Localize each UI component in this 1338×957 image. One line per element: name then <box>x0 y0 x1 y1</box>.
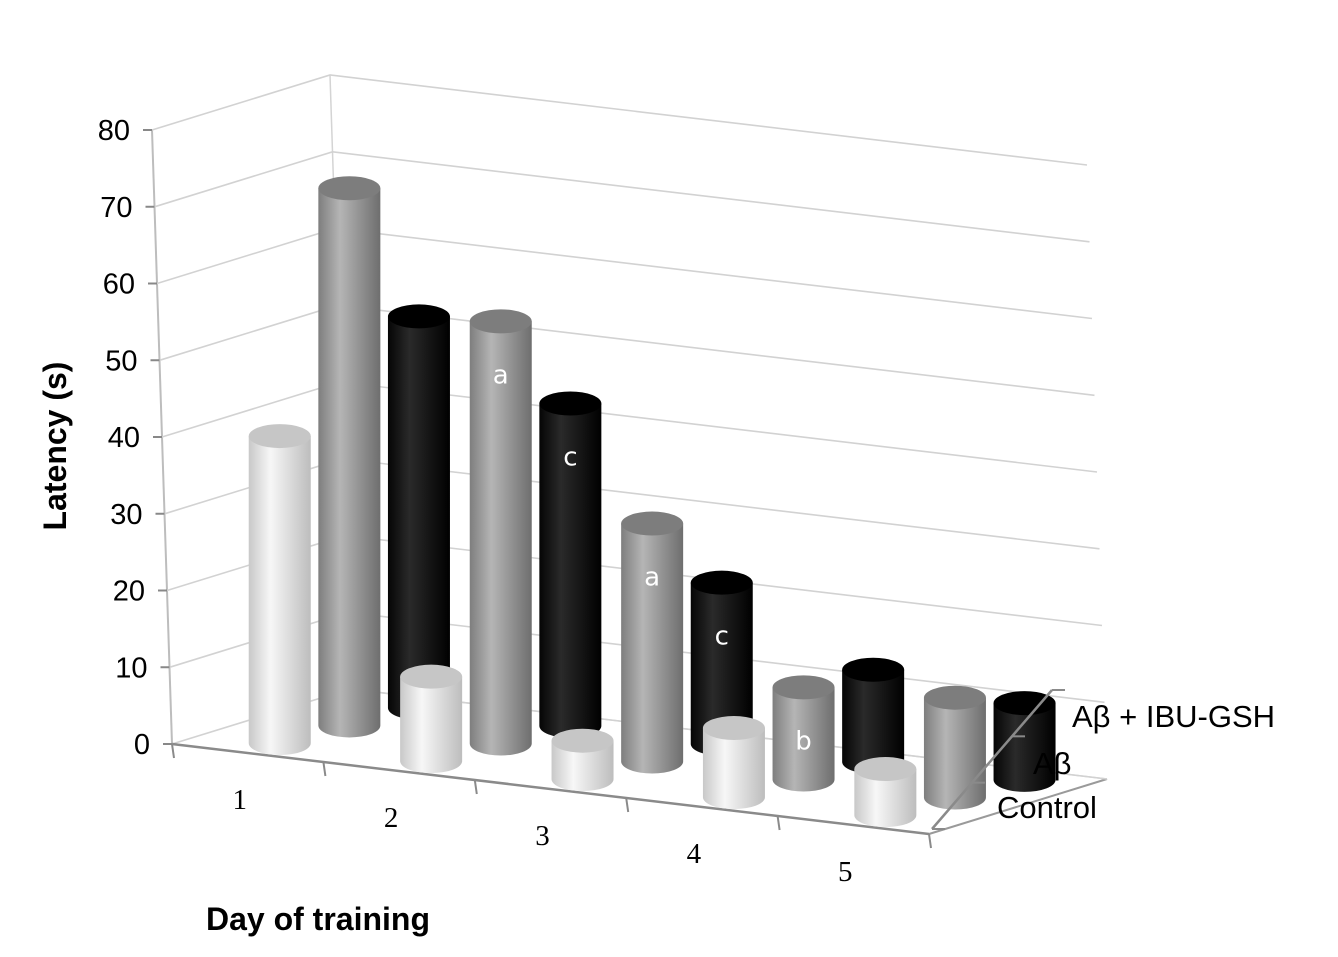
x-tick-mark <box>776 815 781 831</box>
bar-body <box>539 403 602 738</box>
bar-body <box>993 703 1056 792</box>
bar-body <box>842 669 905 774</box>
x-tick-mark <box>928 833 932 849</box>
bar <box>923 685 986 810</box>
bar-top <box>702 716 765 741</box>
x-tick-mark <box>625 797 630 813</box>
bar <box>854 757 917 828</box>
series-label: Aβ + IBU-GSH <box>1072 699 1275 734</box>
bar <box>993 691 1056 792</box>
bar-top <box>551 728 614 753</box>
y-tick-label: 40 <box>108 422 140 454</box>
bar-body <box>621 523 684 774</box>
x-tick-label: 3 <box>535 820 550 852</box>
y-tick-label: 60 <box>103 269 135 301</box>
y-tick-label: 70 <box>100 192 132 224</box>
bar: c <box>539 391 602 738</box>
bar-body <box>469 321 532 756</box>
y-axis-title: Latency (s) <box>37 362 73 531</box>
gridline <box>154 150 1090 243</box>
bar <box>842 657 905 774</box>
bar <box>318 176 381 738</box>
bar-body <box>400 676 463 774</box>
floor-right-edge <box>928 778 1108 835</box>
bar-body <box>551 740 614 792</box>
y-tick-label: 0 <box>134 729 150 761</box>
bar: a <box>469 309 532 756</box>
bar <box>400 664 463 774</box>
y-tick-label: 30 <box>110 499 142 531</box>
bar-annotation: a <box>644 563 660 593</box>
bar: a <box>621 511 684 774</box>
bar <box>551 728 614 792</box>
series-axis-line <box>931 689 1053 830</box>
bar-top <box>842 657 905 682</box>
bar-body <box>772 687 835 792</box>
x-axis-line <box>171 742 930 836</box>
x-tick-label: 4 <box>687 838 702 870</box>
series-label: Aβ <box>1033 746 1072 781</box>
x-axis: 1 2 3 4 5 <box>171 742 932 888</box>
series-label: Control <box>997 790 1097 825</box>
bar-top <box>400 664 463 689</box>
x-axis-title: Day of training <box>206 901 430 937</box>
x-tick-label: 1 <box>232 784 247 816</box>
bar-annotation: c <box>563 443 577 473</box>
y-tick-label: 20 <box>113 576 145 608</box>
gridline <box>156 227 1093 320</box>
bar-top <box>387 304 450 329</box>
bar-top <box>621 511 684 536</box>
y-tick-label: 80 <box>98 115 130 147</box>
x-tick-mark <box>322 761 327 777</box>
bar-top <box>690 570 753 595</box>
bars: c c a a b <box>248 176 1056 828</box>
bar-top <box>993 691 1056 716</box>
bar-body <box>248 436 311 756</box>
gridline <box>151 74 1088 166</box>
bar-body <box>387 316 450 720</box>
bar-annotation: b <box>795 726 812 756</box>
y-tick-label: 10 <box>115 652 147 684</box>
bar-top <box>772 675 835 700</box>
bar-body <box>854 769 917 828</box>
gridline <box>159 304 1095 397</box>
bar-body <box>690 582 753 756</box>
bar-body <box>318 188 381 738</box>
bar-body <box>702 728 765 810</box>
bar-top <box>923 685 986 710</box>
bar-body <box>923 697 986 810</box>
bar-top <box>248 424 311 449</box>
bar-top <box>539 391 602 416</box>
x-tick-label: 5 <box>838 856 853 888</box>
y-axis: 0 10 20 30 40 50 60 70 80 <box>98 115 172 761</box>
bar-annotation: c <box>715 622 729 652</box>
bar-top <box>318 176 381 201</box>
bar <box>702 716 765 810</box>
y-tick-label: 50 <box>105 345 137 377</box>
bar: b <box>772 675 835 792</box>
x-tick-mark <box>473 779 478 795</box>
x-tick-mark <box>171 743 175 759</box>
bar-top <box>469 309 532 334</box>
bar-top <box>854 757 917 782</box>
bar <box>387 304 450 720</box>
bar-annotation: a <box>493 360 509 390</box>
bar: c <box>690 570 753 756</box>
bar <box>248 424 311 756</box>
x-tick-label: 2 <box>384 802 399 834</box>
